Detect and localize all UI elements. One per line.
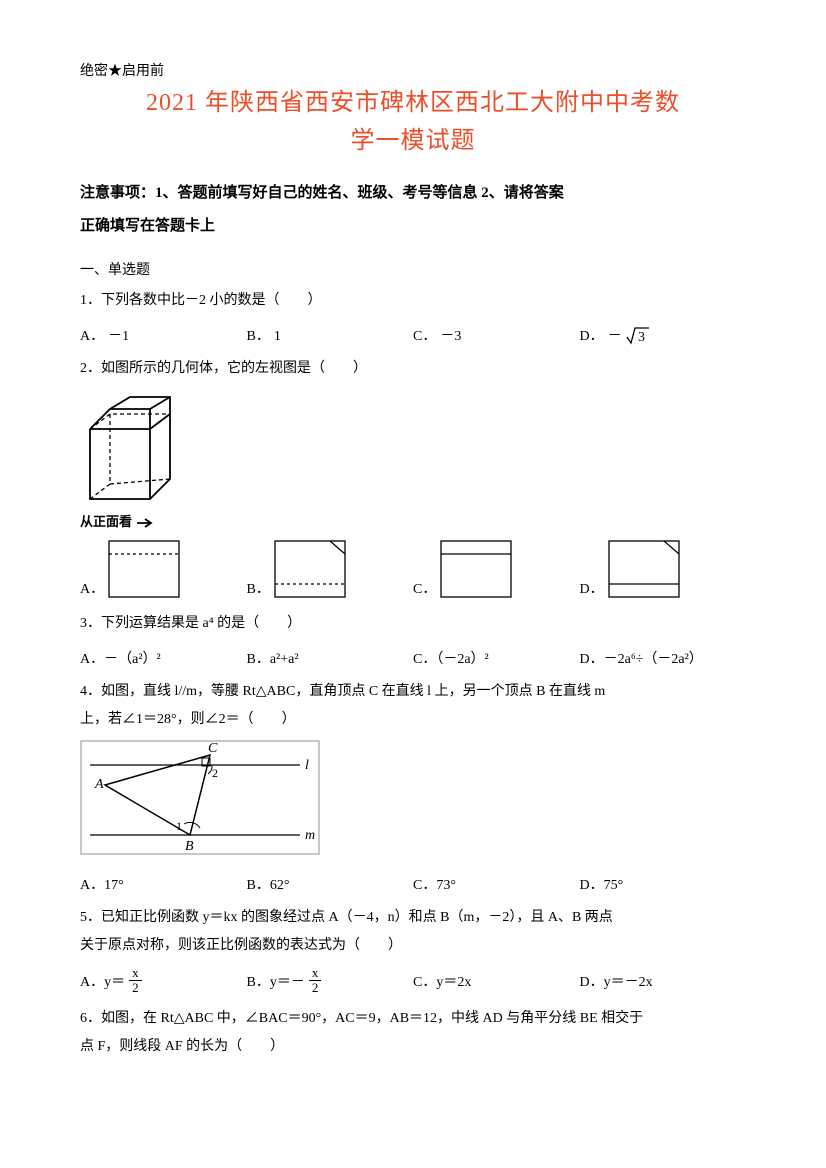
cube-diagram xyxy=(80,389,190,509)
sqrt-svg: 3 xyxy=(626,325,650,345)
notice-text-2: 正确填写在答题卡上 xyxy=(80,218,215,234)
frac-b: x 2 xyxy=(309,966,322,996)
section-1-header: 一、单选题 xyxy=(80,259,746,279)
q1-text: 1．下列各数中比－2 小的数是（ ） xyxy=(80,287,746,315)
q1-a: A．－1 xyxy=(80,321,247,345)
q4-diagram: l m A C B 2 1 xyxy=(80,740,320,855)
q6-text: 6．如图，在 Rt△ABC 中，∠BAC＝90°，AC＝9，AB＝12，中线 A… xyxy=(80,1005,746,1061)
sqrt-icon: 3 xyxy=(626,325,650,345)
q2-a: A． xyxy=(80,540,247,598)
svg-text:2: 2 xyxy=(212,766,218,780)
title-line-1: 2021 年陕西省西安市碑林区西北工大附中中考数 xyxy=(146,90,680,116)
q5-a: A．y＝ x 2 xyxy=(80,966,247,996)
secret-marker: 绝密★启用前 xyxy=(80,60,746,80)
svg-text:m: m xyxy=(305,828,315,843)
title-line-2: 学一模试题 xyxy=(351,128,476,154)
q3-c: C．（－2a）² xyxy=(413,644,580,668)
q3-d: D．－2a⁶÷（－2a²） xyxy=(580,644,747,668)
q2-d: D． xyxy=(580,540,747,598)
q4-b: B．62° xyxy=(247,870,414,894)
q2-a-fig xyxy=(108,540,180,598)
svg-text:B: B xyxy=(185,839,194,854)
q4-options: A．17° B．62° C．73° D．75° xyxy=(80,870,746,894)
q5-options: A．y＝ x 2 B．y＝－ x 2 C．y＝2x D．y＝－2x xyxy=(80,966,746,996)
q3-options: A．－（a²）² B．a²+a² C．（－2a）² D．－2a⁶÷（－2a²） xyxy=(80,644,746,668)
q2-d-fig xyxy=(608,540,680,598)
q2-b: B． xyxy=(247,540,414,598)
svg-text:C: C xyxy=(208,741,218,756)
q2-c: C． xyxy=(413,540,580,598)
q5-c: C．y＝2x xyxy=(413,969,580,993)
q2-options: A． B． C． D． xyxy=(80,540,746,598)
q5-b: B．y＝－ x 2 xyxy=(247,966,414,996)
q4-d: D．75° xyxy=(580,870,747,894)
view-label: 从正面看 xyxy=(80,511,746,530)
notice-block: 注意事项：1、答题前填写好自己的姓名、班级、考号等信息 2、请将答案 正确填写在… xyxy=(80,177,746,243)
svg-text:A: A xyxy=(94,777,104,792)
q1-d: D． － 3 xyxy=(580,321,747,345)
q1-options: A．－1 B．1 C．－3 D． － 3 xyxy=(80,321,746,345)
notice-text-1: 1、答题前填写好自己的姓名、班级、考号等信息 2、请将答案 xyxy=(155,185,564,201)
q1-c: C．－3 xyxy=(413,321,580,345)
q4-c: C．73° xyxy=(413,870,580,894)
svg-text:3: 3 xyxy=(638,330,645,345)
exam-title: 2021 年陕西省西安市碑林区西北工大附中中考数 学一模试题 xyxy=(80,84,746,161)
svg-text:1: 1 xyxy=(176,819,182,833)
q3-a: A．－（a²）² xyxy=(80,644,247,668)
q5-d: D．y＝－2x xyxy=(580,969,747,993)
q4-a: A．17° xyxy=(80,870,247,894)
q1-b: B．1 xyxy=(247,321,414,345)
exam-page: 绝密★启用前 2021 年陕西省西安市碑林区西北工大附中中考数 学一模试题 注意… xyxy=(0,0,826,1168)
q3-text: 3．下列运算结果是 a⁴ 的是（ ） xyxy=(80,610,746,638)
q4-text: 4．如图，直线 l//m，等腰 Rt△ABC，直角顶点 C 在直线 l 上，另一… xyxy=(80,678,746,734)
q4-figure: l m A C B 2 1 xyxy=(80,740,746,860)
q2-c-fig xyxy=(440,540,512,598)
svg-text:l: l xyxy=(305,758,309,773)
q2-text: 2．如图所示的几何体，它的左视图是（ ） xyxy=(80,355,746,383)
q3-b: B．a²+a² xyxy=(247,644,414,668)
arrow-icon xyxy=(135,517,157,529)
notice-label: 注意事项： xyxy=(80,185,155,201)
q5-text: 5．已知正比例函数 y＝kx 的图象经过点 A（－4，n）和点 B（m，－2），… xyxy=(80,904,746,960)
frac-a: x 2 xyxy=(129,966,142,996)
q2-figure: 从正面看 xyxy=(80,389,746,530)
q2-b-fig xyxy=(274,540,346,598)
